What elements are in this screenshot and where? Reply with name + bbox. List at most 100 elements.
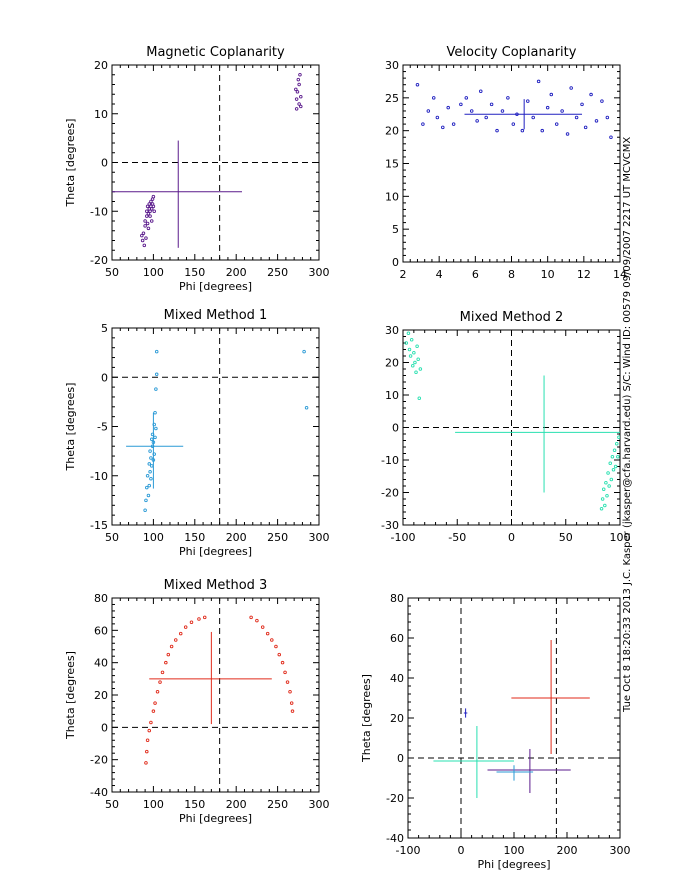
points-group	[126, 349, 309, 512]
x-tick-label: 150	[184, 531, 205, 544]
data-point	[605, 115, 610, 120]
data-point	[145, 738, 150, 743]
y-tick-label: 80	[390, 592, 404, 605]
y-tick-label: 0	[101, 371, 108, 384]
y-tick-label: 0	[392, 422, 399, 435]
x-tick-label: 200	[226, 798, 247, 811]
data-point	[589, 92, 593, 97]
data-point	[414, 370, 418, 375]
data-point	[606, 471, 610, 475]
x-tick-label: 0	[458, 844, 465, 857]
data-point	[569, 86, 573, 90]
data-point	[479, 89, 483, 94]
y-tick-label: -40	[386, 832, 404, 845]
data-point	[145, 221, 150, 226]
data-point	[475, 119, 479, 123]
data-point	[149, 199, 153, 204]
x-axis-label: Phi [degrees]	[179, 812, 252, 825]
y-axis-label: Theta [degrees]	[64, 651, 77, 740]
data-point	[601, 487, 606, 492]
data-point	[446, 105, 450, 110]
y-tick-label: 25	[385, 92, 399, 105]
data-point	[609, 135, 613, 139]
data-point	[197, 617, 201, 621]
data-point	[274, 644, 278, 649]
data-point	[415, 82, 420, 87]
y-tick-label: 20	[385, 125, 399, 138]
panel-mixed1: 50 100 150 200 250 300 -15 -10 -5 0 5 Mixed Method …	[64, 308, 330, 558]
y-tick-label: 15	[385, 158, 399, 171]
data-point	[270, 638, 274, 642]
points-group	[433, 640, 590, 798]
data-point	[520, 128, 525, 133]
data-point	[145, 204, 150, 209]
data-point	[143, 219, 147, 223]
data-point	[145, 749, 149, 754]
data-point	[153, 435, 157, 440]
data-point	[145, 474, 150, 478]
data-point	[153, 701, 157, 705]
y-tick-label: 10	[94, 108, 108, 121]
x-axis-label: Phi [degrees]	[477, 858, 550, 871]
y-tick-label: 20	[390, 712, 404, 725]
x-tick-label: 250	[267, 531, 288, 544]
data-point	[583, 125, 588, 130]
chart-title: Mixed Method 3	[164, 578, 268, 593]
y-tick-label: 5	[392, 223, 399, 236]
x-tick-label: 250	[267, 798, 288, 811]
data-point	[411, 364, 415, 368]
data-point	[149, 207, 154, 211]
data-point	[147, 202, 152, 206]
points-group	[112, 72, 303, 248]
x-tick-label: 12	[577, 268, 591, 281]
points-group	[404, 331, 620, 511]
chart-title: Magnetic Coplanarity	[146, 45, 285, 60]
data-point	[141, 231, 146, 235]
data-point	[599, 507, 604, 511]
x-tick-label: 6	[472, 268, 479, 281]
data-point	[294, 97, 299, 101]
data-point	[299, 94, 303, 99]
side-info-label: Tue Oct 8 18:20:33 2013 J.C. Kasper (jka…	[622, 136, 633, 712]
data-point	[418, 367, 423, 371]
data-point	[408, 354, 413, 358]
x-tick-label: 4	[436, 268, 443, 281]
data-point	[158, 680, 162, 684]
y-tick-label: -10	[381, 454, 399, 467]
panel-combined: -100 0 100 200 300 -40 -20 0 20 40 60 80 Phi [degree…	[360, 592, 631, 871]
y-tick-label: 5	[101, 322, 108, 335]
x-tick-label: 14	[613, 268, 627, 281]
y-tick-label: -5	[97, 421, 108, 434]
data-point	[574, 115, 579, 120]
y-tick-label: 0	[101, 157, 108, 170]
data-point	[145, 214, 149, 218]
data-point	[594, 119, 599, 123]
data-point	[149, 437, 154, 442]
data-point	[147, 462, 152, 466]
data-point	[610, 455, 615, 459]
x-tick-label: 2	[400, 268, 407, 281]
data-point	[148, 214, 152, 218]
data-point	[160, 670, 165, 675]
data-point	[469, 109, 474, 113]
data-point	[169, 644, 174, 649]
x-tick-label: 300	[309, 531, 330, 544]
data-point	[189, 620, 194, 625]
x-tick-label: 300	[610, 844, 631, 857]
y-tick-label: -20	[386, 792, 404, 805]
panel-magnetic: 50 100 150 200 250 300 -20 -10 0 10 20 Magnetic Cop…	[64, 45, 330, 293]
y-tick-label: 40	[94, 657, 108, 670]
x-tick-label: 200	[557, 844, 578, 857]
data-point	[288, 690, 292, 694]
data-point	[600, 99, 604, 103]
data-point	[174, 638, 178, 642]
data-point	[416, 357, 420, 362]
panel-mixed3: 50 100 150 200 250 300 -40 -20 0 20 40 60 80 Mixed Me…	[64, 578, 330, 825]
data-point	[612, 448, 617, 453]
data-point	[146, 226, 151, 231]
data-point	[296, 77, 301, 82]
panel-velocity: 2 4 6 8 10 12 14 0 5 10 15 20 25 30 Velocity Coplanari…	[385, 45, 627, 281]
data-point	[147, 483, 152, 488]
data-point	[409, 338, 414, 342]
